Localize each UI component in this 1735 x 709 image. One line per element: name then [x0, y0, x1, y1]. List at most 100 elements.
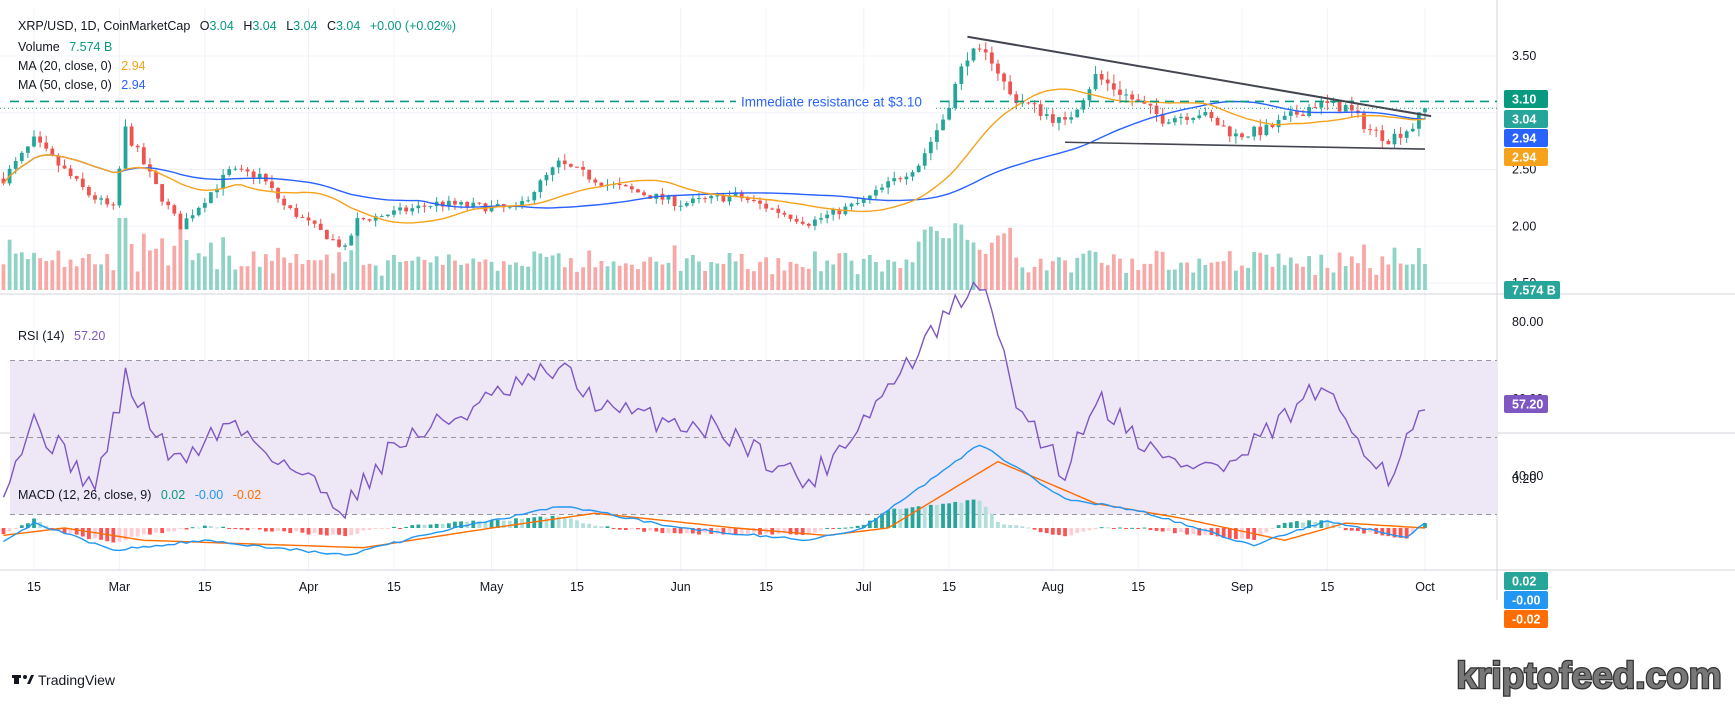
volume-bar: [1252, 251, 1257, 290]
volume-bar: [691, 254, 695, 290]
volume-bar: [440, 264, 445, 290]
volume-bar: [343, 261, 348, 290]
macd-hist-bar: [593, 525, 598, 528]
volume-bar: [526, 266, 531, 290]
volume-legend-label: Volume: [18, 40, 60, 54]
volume-bar: [1313, 274, 1318, 290]
candle-body: [422, 205, 427, 207]
volume-bar: [782, 270, 787, 290]
candle-body: [379, 216, 384, 218]
descending-trendline[interactable]: [967, 35, 1432, 118]
candle-body: [13, 161, 18, 169]
support-trendline[interactable]: [1065, 141, 1426, 150]
candle-body: [154, 171, 158, 185]
macd-hist-bar: [1337, 526, 1342, 528]
volume-bar: [514, 262, 518, 290]
resistance-annotation[interactable]: Immediate resistance at $3.10: [741, 94, 922, 109]
candle-body: [227, 169, 232, 175]
macd-hist-bar: [916, 506, 921, 528]
macd-hist-bar: [550, 515, 555, 528]
candle-body: [1221, 125, 1226, 127]
candle-body: [1325, 101, 1330, 103]
candle-body: [977, 48, 982, 50]
ma20-legend-value: 2.94: [121, 59, 145, 73]
volume-bar: [1294, 263, 1299, 290]
macd-axis[interactable]: 0.20: [1512, 472, 1536, 486]
candle-body: [233, 168, 238, 170]
candle-body: [93, 195, 97, 200]
candle-body: [593, 179, 598, 183]
volume-bar: [361, 265, 366, 290]
volume-bar: [1124, 272, 1128, 290]
macd-hist-bar: [910, 507, 915, 528]
volume-bar: [1337, 252, 1342, 290]
rsi-pane[interactable]: RSI (14) 57.20: [2, 281, 1498, 520]
volume-bar: [233, 269, 238, 290]
macd-hist-bar: [459, 521, 463, 528]
volume-bar: [190, 260, 195, 290]
candle-body: [1160, 114, 1165, 124]
candle-body: [80, 178, 85, 188]
macd-hist-bar: [501, 520, 506, 528]
macd-hist-bar: [703, 528, 707, 533]
candle-body: [68, 168, 73, 177]
volume-bar: [1331, 272, 1336, 290]
macd-hist-bar: [1392, 528, 1397, 538]
volume-bar: [385, 260, 390, 290]
macd-hist-bar: [227, 528, 232, 529]
macd-hist-bar: [623, 528, 628, 531]
candle-body: [1124, 94, 1128, 96]
volume-bar: [617, 265, 622, 290]
svg-text:Volume 7.574 B: Volume 7.574 B: [18, 40, 112, 54]
price-axis[interactable]: 3.502.502.001.50: [1512, 49, 1536, 290]
macd-hist-bar: [538, 516, 543, 528]
macd-hist-bar: [1203, 528, 1208, 535]
volume-bar: [324, 254, 329, 290]
macd-hist-bar: [416, 524, 421, 528]
price-pane[interactable]: Immediate resistance at $3.10: [0, 35, 1497, 290]
resistance-tag-text: 3.10: [1512, 93, 1536, 107]
macd-hist-bar: [989, 513, 994, 528]
macd-hist-bar: [26, 523, 30, 528]
volume-tag-bg: [1504, 281, 1560, 299]
time-tick-label: Oct: [1415, 580, 1435, 594]
volume-bar: [1044, 270, 1049, 290]
candle-body: [617, 183, 622, 185]
volume-bar: [739, 253, 744, 290]
volume-bar: [80, 258, 85, 290]
volume-bar: [745, 269, 750, 290]
macd-hist-tag: -0.02: [1504, 610, 1548, 628]
volume-bars: [1, 218, 1427, 290]
resistance-tag: 3.10: [1504, 90, 1548, 108]
volume-bar: [1069, 272, 1074, 290]
macd-pane[interactable]: MACD (12, 26, close, 9) 0.02 -0.00 -0.02: [1, 444, 1427, 556]
macd-hist-bar: [843, 527, 848, 529]
macd-hist-bar: [270, 528, 274, 532]
candle-body: [550, 167, 555, 175]
macd-hist-bar: [190, 527, 195, 529]
macd-hist-bar: [196, 527, 201, 529]
volume-bar: [471, 258, 476, 290]
ohlc-c-value: 3.04: [336, 19, 360, 33]
time-axis[interactable]: 15 Mar 15 Apr 15 May 15 Jun 15 Jul 15 Aug 15 Sep 15 Oct: [27, 580, 1435, 594]
volume-bar: [935, 230, 939, 290]
macd-tag-text: 0.02: [1512, 575, 1536, 589]
macd-hist-bar: [251, 528, 256, 530]
ma50-tag-text: 2.94: [1512, 132, 1536, 146]
svg-text:RSI (14) 57.20: RSI (14) 57.20: [18, 329, 105, 343]
macd-hist-bar: [556, 516, 561, 528]
volume-bar: [483, 259, 488, 290]
candle-body: [800, 221, 805, 224]
price-tick-label: 3.50: [1512, 49, 1536, 63]
volume-bar: [1093, 251, 1098, 290]
macd-hist-bar: [782, 528, 787, 533]
volume-bar: [501, 261, 506, 290]
candle-body: [1111, 83, 1116, 90]
volume-bar: [50, 260, 55, 290]
macd-hist-bar: [1282, 522, 1287, 528]
macd-hist-bar: [1294, 521, 1299, 528]
time-tick-label: Sep: [1231, 580, 1253, 594]
